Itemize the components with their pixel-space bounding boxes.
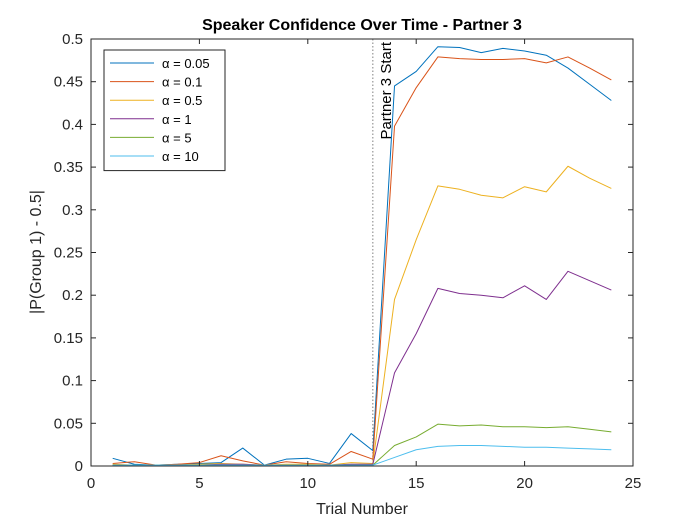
y-tick-label: 0.1 [62,373,83,390]
y-tick-label: 0.3 [62,202,83,219]
legend-entry-label: α = 0.5 [162,93,202,108]
chart-title: Speaker Confidence Over Time - Partner 3 [202,17,522,34]
y-tick-label: 0.15 [54,330,83,347]
legend-entry-label: α = 1 [162,112,192,127]
x-tick-label: 25 [625,475,642,492]
legend-entry-label: α = 0.1 [162,75,202,90]
legend-entry-label: α = 0.05 [162,56,210,71]
annotation-layer: Partner 3 Start [372,39,395,466]
y-tick-label: 0.4 [62,116,83,133]
partner-start-label: Partner 3 Start [378,41,395,139]
legend-entry-label: α = 5 [162,130,192,145]
y-tick-label: 0.5 [62,31,83,48]
y-tick-label: 0.45 [54,74,83,91]
x-axis-label: Trial Number [316,501,409,518]
tick-layer: 0 5 10 15 20 25 0 0.05 0.1 0.15 0.2 0.25 0.3 0.35 0.4 0… [54,31,642,492]
legend: α = 0.05 α = 0.1 α = 0.5 α = 1 α = 5 α = 10 [103,49,226,172]
x-tick-label: 0 [87,475,95,492]
y-tick-label: 0.05 [54,415,83,432]
y-axis-label: |P(Group 1) - 0.5| [28,190,45,314]
legend-entry-label: α = 10 [162,149,199,164]
series-line-1 [112,56,612,466]
x-tick-label: 5 [195,475,203,492]
y-tick-label: 0.2 [62,287,83,304]
x-tick-label: 10 [299,475,316,492]
y-tick-label: 0.35 [54,159,83,176]
series-line-0 [112,46,612,466]
legend-box [103,49,226,172]
series-line-5 [112,445,612,466]
series-line-2 [112,165,612,466]
y-tick-label: 0 [75,458,83,475]
y-tick-label: 0.25 [54,245,83,262]
x-tick-label: 20 [516,475,533,492]
series-layer [112,46,612,466]
x-tick-label: 15 [408,475,425,492]
